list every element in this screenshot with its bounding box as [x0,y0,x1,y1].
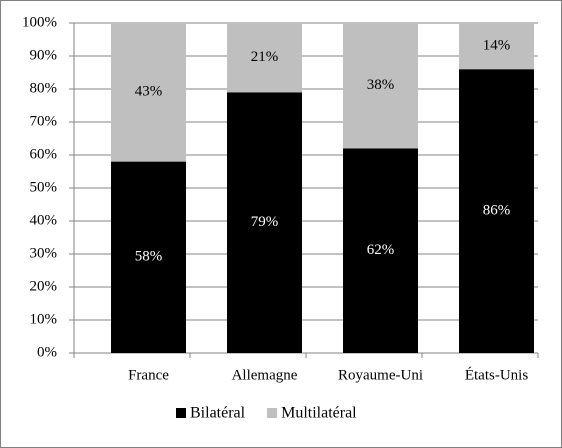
legend-swatch [267,408,278,418]
legend-label: Bilatéral [190,405,246,422]
data-label: 43% [135,84,163,100]
y-tick-label: 0% [37,344,57,360]
bar-segment [343,148,418,353]
labels: 0% 10% 20% 30% 40% 50% 60% 70% 80% 90% 100% France 5… [22,14,528,421]
y-tick-label: 80% [30,80,58,96]
data-label: 62% [367,242,395,258]
y-tick-label: 30% [30,245,58,261]
bars [111,23,534,353]
y-tick-label: 100% [22,14,57,30]
legend-label: Multilatéral [281,405,357,422]
x-tick-label: États-Unis [465,366,528,383]
bar-segment [111,23,186,162]
y-tick-label: 50% [30,179,58,195]
y-tick-label: 60% [30,146,58,162]
data-label: 58% [135,249,163,265]
bar-segment [111,161,186,353]
bar-segment [227,23,302,93]
data-label: 86% [483,203,511,219]
y-tick-label: 40% [30,212,58,228]
y-tick-label: 70% [30,113,58,129]
legend-swatch [176,408,186,418]
bar-segment [343,23,418,149]
x-tick-label: Allemagne [232,367,298,383]
data-label: 21% [251,49,279,65]
data-label: 38% [367,77,395,93]
x-tick-label: Royaume-Uni [338,367,423,383]
data-label: 79% [251,214,279,230]
bar-segment [227,92,302,353]
x-tick-label: France [128,367,169,383]
y-tick-label: 10% [30,311,58,327]
bar-segment [459,69,534,353]
y-tick-label: 90% [30,47,58,63]
bar-segment [459,23,534,70]
data-label: 14% [483,38,511,54]
y-tick-label: 20% [30,278,58,294]
